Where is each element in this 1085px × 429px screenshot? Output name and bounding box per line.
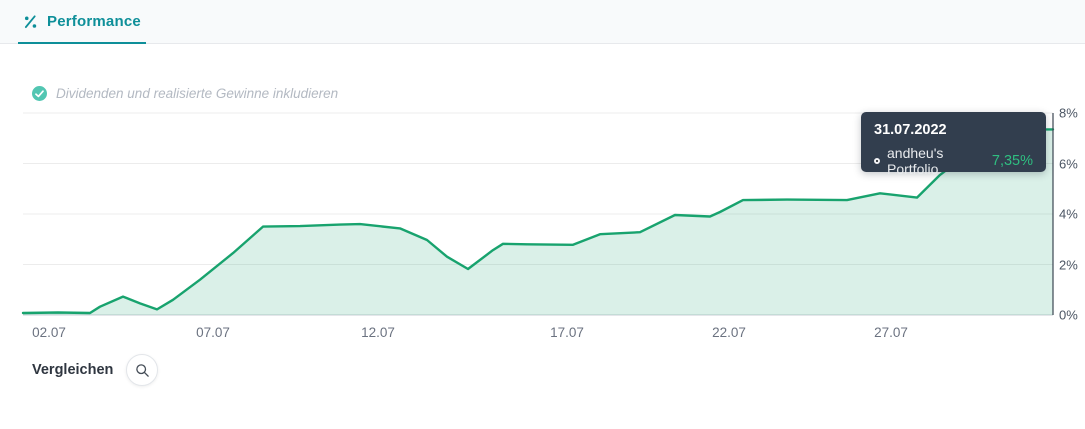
y-tick-label: 2% [1059,257,1078,272]
x-tick-label: 22.07 [712,325,746,340]
chart-canvas [21,112,1055,316]
compare-label: Vergleichen [32,362,114,378]
dividends-checkbox[interactable] [32,86,47,101]
tooltip-date: 31.07.2022 [874,122,947,138]
series-area [23,129,1053,315]
y-tick-label: 8% [1059,105,1078,121]
series-line [21,128,1055,315]
x-tick-label: 17.07 [550,325,584,340]
x-tick-label: 02.07 [32,325,66,340]
compare-search-button[interactable] [126,354,159,386]
x-tick-label: 27.07 [874,325,908,340]
y-tick-label: 6% [1059,156,1078,171]
tooltip-series-value: 7,35% [991,153,1033,169]
chart-tooltip: 31.07.2022 andheu's Portfolio 7,35% [861,112,1046,177]
tooltip-series-name: andheu's Portfolio [887,145,944,177]
x-tick-label: 07.07 [196,325,230,340]
tab-performance[interactable]: Performance [18,0,146,44]
search-icon [136,363,149,377]
y-tick-label: 0% [1059,307,1078,323]
series-marker-icon [874,158,880,164]
compare-section: Vergleichen [32,354,159,386]
percent-icon [23,14,38,29]
x-tick-label: 12.07 [361,325,395,340]
tab-performance-label: Performance [47,12,141,30]
tab-bar: Performance [0,0,1085,44]
performance-chart[interactable] [21,112,1055,316]
dividends-checkbox-label: Dividenden und realisierte Gewinne inklu… [56,86,339,101]
tooltip-series-row: andheu's Portfolio 7,35% [874,145,1033,177]
chart-options: Dividenden und realisierte Gewinne inklu… [32,86,338,101]
y-tick-label: 4% [1059,206,1078,222]
checkmark-icon [35,89,44,97]
